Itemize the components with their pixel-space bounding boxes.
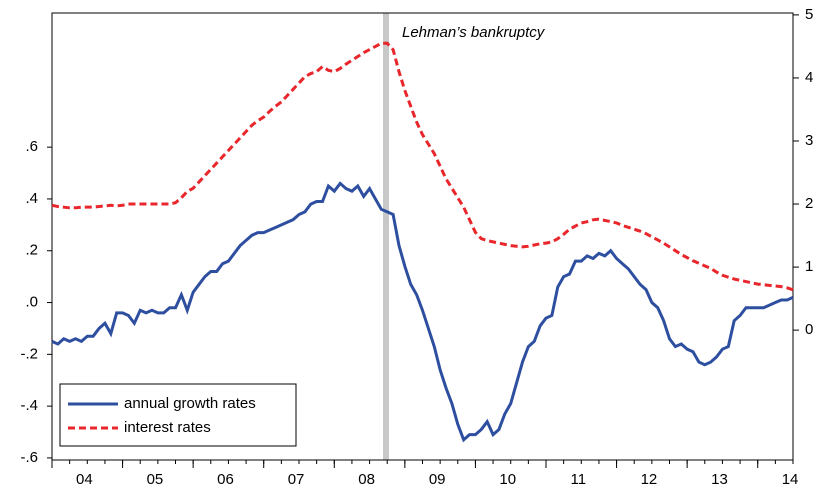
- x-tick-label: 07: [288, 471, 305, 488]
- legend-label: annual growth rates: [124, 395, 256, 412]
- x-tick-label: 12: [641, 471, 658, 488]
- y-tick-label: .4: [25, 190, 38, 207]
- x-tick-label: 11: [571, 471, 587, 488]
- y2-tick-label: 5: [805, 6, 813, 23]
- x-tick-label: 04: [76, 471, 93, 488]
- series-line: [51, 181, 794, 443]
- y-tick-label: -.2: [20, 345, 38, 362]
- x-tick-label: 09: [429, 471, 446, 488]
- y-tick-label: .2: [25, 242, 38, 259]
- y-tick-label: -.6: [20, 449, 38, 466]
- x-tick-label: 05: [147, 471, 164, 488]
- legend-box: [59, 383, 297, 447]
- y-tick-label: .0: [25, 294, 38, 311]
- x-tick-label: 13: [711, 471, 728, 488]
- event-band: [383, 13, 389, 460]
- x-tick-label: 08: [358, 471, 375, 488]
- x-tick-label: 06: [217, 471, 234, 488]
- y2-tick-label: 3: [805, 132, 813, 149]
- series-line: [51, 41, 794, 292]
- annotation: Lehman’s bankruptcy: [402, 24, 546, 41]
- y2-tick-label: 4: [805, 69, 813, 86]
- y2-tick-label: 2: [805, 195, 813, 212]
- legend-label: interest rates: [124, 419, 211, 436]
- x-tick-label: 14: [782, 471, 799, 488]
- y-tick-label: .6: [25, 138, 38, 155]
- y-tick-label: -.4: [20, 397, 38, 414]
- x-tick-label: 10: [499, 471, 516, 488]
- y2-tick-label: 0: [805, 321, 813, 338]
- y2-tick-label: 1: [805, 258, 813, 275]
